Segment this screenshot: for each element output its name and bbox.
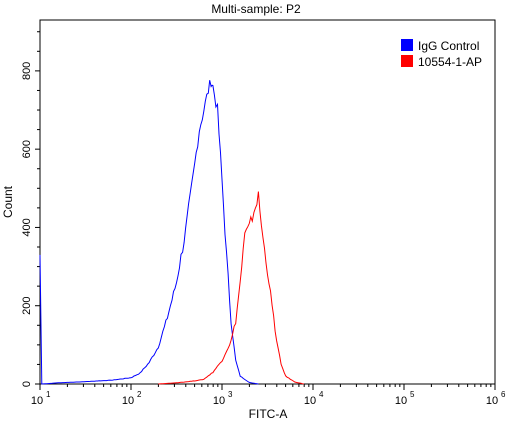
series-layer <box>39 80 304 385</box>
legend-swatch-antibody <box>401 55 413 67</box>
x-tick-exponent: 5 <box>410 390 415 399</box>
series-line-igg-control <box>39 80 259 385</box>
chart-title: Multi-sample: P2 <box>211 2 301 16</box>
legend: IgG Control 10554-1-AP <box>401 39 482 69</box>
x-tick-exponent: 4 <box>319 390 324 399</box>
x-tick-label: 10 <box>304 395 316 407</box>
x-tick-label: 10 <box>486 395 498 407</box>
x-tick-exponent: 2 <box>137 390 142 399</box>
x-axis-label: FITC-A <box>249 407 288 421</box>
legend-label-antibody: 10554-1-AP <box>418 55 482 69</box>
legend-swatch-igg <box>401 39 413 51</box>
y-axis-label: Count <box>1 185 15 218</box>
plot-frame <box>39 19 496 385</box>
x-tick-exponent: 3 <box>228 390 233 399</box>
y-tick-label: 200 <box>21 297 33 315</box>
y-tick-labels: 0 200 400 600 800 <box>21 62 33 387</box>
axis-ticks <box>35 31 496 390</box>
y-tick-label: 400 <box>21 218 33 236</box>
series-line-10554-1-ap <box>158 191 304 385</box>
y-tick-label: 600 <box>21 140 33 158</box>
x-tick-label: 10 <box>31 395 43 407</box>
x-tick-label: 10 <box>213 395 225 407</box>
y-tick-label: 800 <box>21 62 33 80</box>
x-tick-exponent: 6 <box>501 390 506 399</box>
x-tick-label: 10 <box>122 395 134 407</box>
x-tick-exponent: 1 <box>46 390 51 399</box>
y-tick-label: 0 <box>21 381 33 387</box>
legend-label-igg: IgG Control <box>418 39 479 53</box>
x-tick-label: 10 <box>395 395 407 407</box>
